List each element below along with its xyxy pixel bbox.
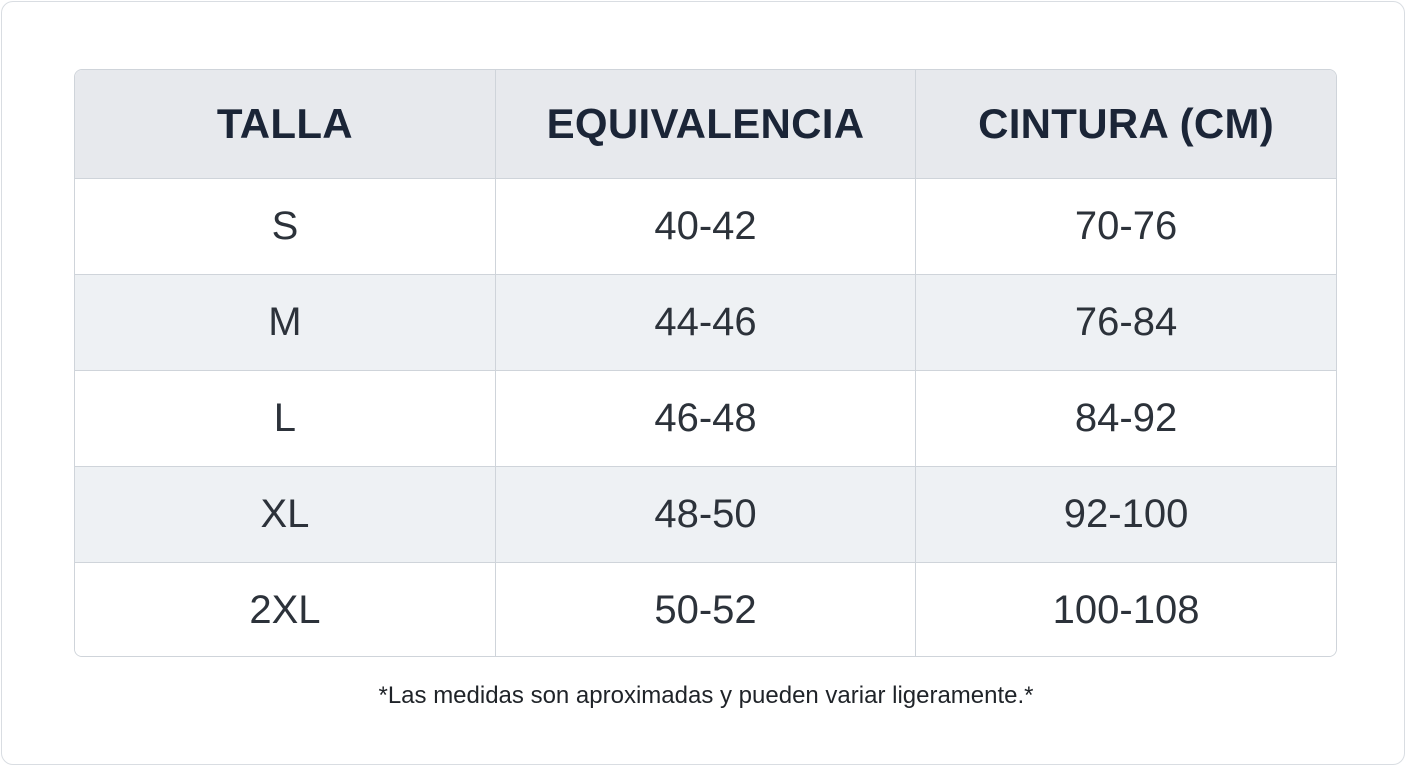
cell-talla: L bbox=[75, 370, 496, 467]
table-row: 2XL 50-52 100-108 bbox=[75, 562, 1336, 656]
cell-talla: XL bbox=[75, 466, 496, 563]
table-header-row: TALLA EQUIVALENCIA CINTURA (CM) bbox=[75, 70, 1336, 179]
cell-cintura: 92-100 bbox=[915, 466, 1336, 563]
cell-equivalencia: 44-46 bbox=[495, 274, 917, 371]
table-row: S 40-42 70-76 bbox=[75, 178, 1336, 275]
cell-equivalencia: 48-50 bbox=[495, 466, 917, 563]
cell-equivalencia: 40-42 bbox=[495, 178, 917, 275]
cell-talla: 2XL bbox=[75, 562, 496, 656]
cell-cintura: 84-92 bbox=[915, 370, 1336, 467]
cell-talla: M bbox=[75, 274, 496, 371]
size-table: TALLA EQUIVALENCIA CINTURA (CM) S 40-42 … bbox=[75, 70, 1336, 656]
size-table-container: TALLA EQUIVALENCIA CINTURA (CM) S 40-42 … bbox=[74, 69, 1337, 657]
table-row: L 46-48 84-92 bbox=[75, 370, 1336, 467]
header-talla: TALLA bbox=[75, 70, 496, 179]
cell-equivalencia: 46-48 bbox=[495, 370, 917, 467]
header-cintura: CINTURA (CM) bbox=[915, 70, 1336, 179]
cell-talla: S bbox=[75, 178, 496, 275]
cell-equivalencia: 50-52 bbox=[495, 562, 917, 656]
footnote-text: *Las medidas son aproximadas y pueden va… bbox=[378, 682, 1034, 709]
table-row: XL 48-50 92-100 bbox=[75, 466, 1336, 563]
cell-cintura: 70-76 bbox=[915, 178, 1336, 275]
header-equivalencia: EQUIVALENCIA bbox=[495, 70, 917, 179]
cell-cintura: 76-84 bbox=[915, 274, 1336, 371]
table-row: M 44-46 76-84 bbox=[75, 274, 1336, 371]
cell-cintura: 100-108 bbox=[1052, 587, 1200, 632]
